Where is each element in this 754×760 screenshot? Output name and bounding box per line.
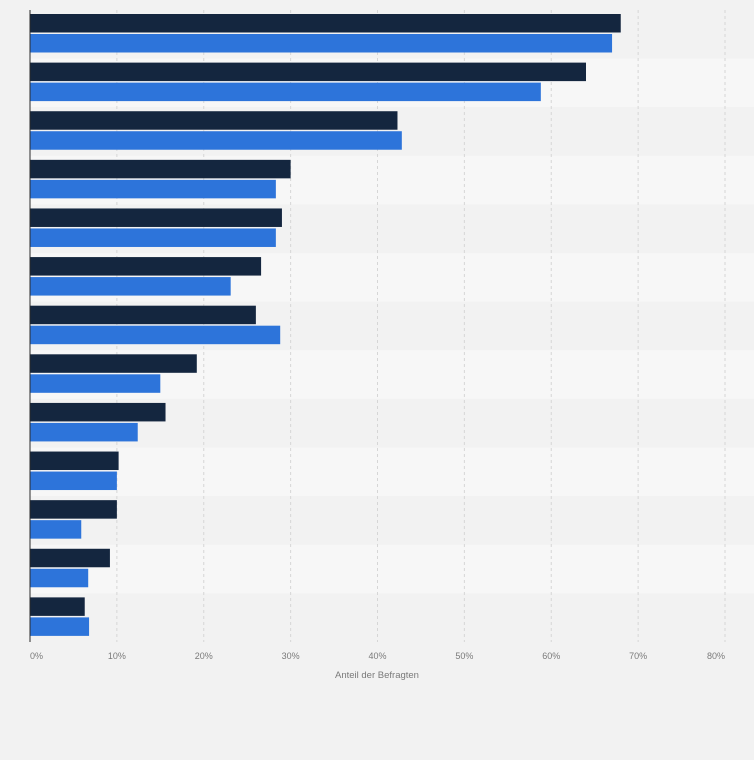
- bar-series-1: [30, 402, 166, 422]
- x-tick-label: 50%: [455, 651, 473, 661]
- bar-series-2: [30, 131, 402, 150]
- bar-series-2: [30, 471, 117, 491]
- bar-series-1: [30, 111, 398, 130]
- bar-series-1: [30, 354, 197, 373]
- bar-series-1: [30, 159, 291, 179]
- row-band: [30, 593, 754, 642]
- x-tick-label: 10%: [108, 651, 126, 661]
- bars: [30, 14, 621, 636]
- x-axis-title: Anteil der Befragten: [335, 670, 419, 681]
- bar-series-1: [30, 451, 119, 471]
- x-tick-label: 60%: [542, 651, 560, 661]
- x-tick-labels: 0% 10% 20% 30% 40% 50% 60% 70% 80%: [30, 651, 725, 661]
- bar-series-2: [30, 228, 276, 247]
- x-tick-label: 80%: [707, 651, 725, 661]
- bar-series-2: [30, 568, 89, 588]
- bar-series-2: [30, 325, 281, 345]
- bar-series-1: [30, 208, 282, 227]
- x-tick-label: 0%: [30, 651, 43, 661]
- bar-series-2: [30, 277, 231, 296]
- row-band: [30, 544, 754, 594]
- x-tick-label: 70%: [629, 651, 647, 661]
- bar-series-1: [30, 597, 85, 616]
- x-tick-label: 40%: [368, 651, 386, 661]
- bar-series-2: [30, 422, 138, 442]
- bar-series-1: [30, 548, 110, 568]
- row-band: [30, 496, 754, 545]
- bar-series-2: [30, 617, 90, 636]
- bar-series-2: [30, 82, 541, 102]
- x-tick-label: 30%: [282, 651, 300, 661]
- bar-series-1: [30, 257, 262, 276]
- row-band: [30, 447, 754, 497]
- bar-series-1: [30, 62, 586, 82]
- x-tick-label: 20%: [195, 651, 213, 661]
- bar-series-2: [30, 34, 613, 53]
- bar-series-2: [30, 374, 161, 393]
- bar-series-1: [30, 305, 256, 325]
- bar-series-2: [30, 520, 82, 539]
- bar-series-1: [30, 500, 117, 519]
- bar-series-1: [30, 14, 621, 33]
- bar-series-2: [30, 179, 276, 199]
